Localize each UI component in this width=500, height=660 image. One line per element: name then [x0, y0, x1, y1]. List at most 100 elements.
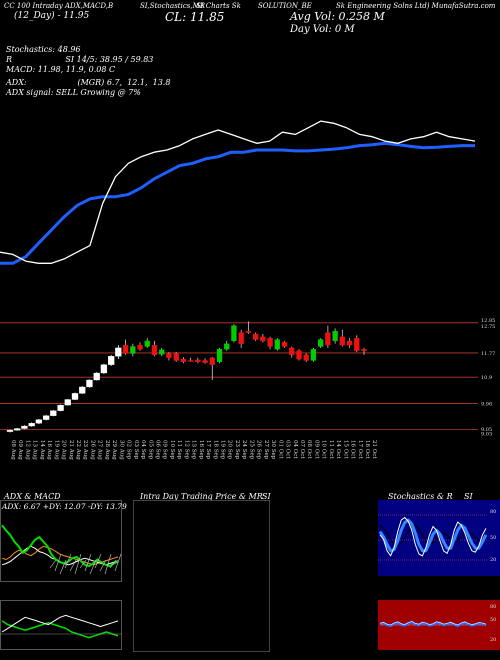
candle-body	[21, 425, 28, 429]
adx-noise-line	[49, 559, 57, 569]
rsi-level-50: 50	[490, 617, 497, 623]
candle-body	[130, 346, 136, 354]
candle-body	[267, 337, 273, 347]
adx-noise-line	[69, 559, 77, 572]
stoch-level-50: 50	[490, 535, 497, 541]
x-tick-label: 26 Sep	[256, 440, 262, 460]
candle-body	[173, 353, 179, 361]
x-tick-label: 02 Sep	[126, 440, 132, 460]
candle-body	[361, 349, 367, 351]
adx-signal: ADX signal: SELL Growing @ 7%	[6, 88, 141, 97]
x-tick-label: 01 Oct	[277, 440, 283, 459]
x-tick-label: 13 Aug	[32, 440, 38, 460]
x-tick-label: 09 Aug	[17, 440, 23, 460]
candle-body	[187, 360, 194, 362]
x-tick-label: 27 Aug	[97, 440, 103, 460]
close-label: CL: 11.85	[165, 10, 225, 24]
x-tick-label: 23 Aug	[82, 440, 88, 460]
y-tick-label: 12.75	[481, 324, 495, 330]
adx-noise-line	[89, 559, 97, 575]
macd-panel	[0, 600, 122, 650]
adx-noise-line	[79, 559, 87, 569]
macd-signal-line	[1, 614, 119, 633]
y-tick-label: 10.9	[481, 375, 492, 381]
x-tick-label: 30 Sep	[270, 440, 276, 460]
candle-body	[318, 339, 324, 347]
candle-body	[57, 404, 64, 411]
x-tick-label: 11 Sep	[176, 440, 182, 460]
candle-body	[86, 379, 93, 388]
x-tick-label: 09 Oct	[313, 440, 319, 459]
stochastics-value: Stochastics: 48.96	[6, 45, 81, 54]
x-tick-label: 29 Aug	[111, 440, 117, 460]
x-tick-label: 21 Oct	[371, 440, 377, 459]
candle-body	[289, 347, 295, 356]
x-tick-label: 13 Sep	[191, 440, 197, 460]
x-tick-label: 22 Aug	[75, 440, 81, 460]
macd-value: MACD: 11.98, 11.9, 0.08 C	[6, 65, 116, 74]
candle-body	[71, 393, 79, 400]
x-tick-label: 30 Aug	[118, 440, 124, 460]
candle-body	[325, 332, 331, 346]
x-tick-label: 04 Sep	[140, 440, 146, 460]
stoch-raw-line	[379, 517, 487, 557]
adx-value: ADX: (MGR) 6.7, 12.1, 13.8	[6, 78, 171, 87]
candle-body	[122, 344, 129, 354]
rsi-level-80: 80	[490, 604, 497, 610]
candle-body	[260, 336, 266, 342]
candle-body	[93, 372, 100, 381]
x-tick-label: 10 Sep	[169, 440, 175, 460]
candle-body	[224, 343, 230, 350]
x-tick-label: 08 Oct	[306, 440, 312, 459]
candle-body	[245, 331, 252, 333]
rsi-line	[379, 620, 487, 628]
y-tick-label: 11.77	[481, 351, 495, 357]
stoch-title: Stochastics & R	[388, 492, 453, 501]
stoch-d-line	[379, 524, 487, 547]
header-symbol: SOLUTION_BE	[258, 2, 312, 10]
x-tick-label: 15 Oct	[342, 440, 348, 459]
candle-body	[346, 340, 353, 346]
x-tick-label: 24 Sep	[241, 440, 247, 460]
x-tick-label: 27 Sep	[263, 440, 269, 460]
candle-body	[238, 332, 244, 344]
candle-body	[144, 340, 150, 347]
header-title-mid: SI,Stochastics,MR	[140, 2, 206, 10]
y-tick-label: 12.85	[481, 318, 495, 324]
adx-noise-line	[64, 553, 72, 569]
stoch-level-20: 20	[490, 557, 497, 563]
candle-body	[115, 347, 122, 357]
candle-body	[14, 428, 21, 431]
candle-body	[50, 410, 57, 416]
candle-body	[100, 364, 108, 374]
x-tick-label: 07 Oct	[299, 440, 305, 459]
rsi-level-20: 20	[490, 637, 497, 643]
stoch-k-line	[378, 518, 488, 553]
adx-noise-line	[59, 559, 67, 575]
x-tick-label: 28 Aug	[104, 440, 110, 460]
x-tick-label: 17 Oct	[357, 440, 363, 459]
mrsi-line	[379, 621, 487, 626]
header-title-left: CC 100 Intraday ADX,MACD,B	[4, 2, 114, 10]
adx-noise-line	[104, 553, 112, 575]
x-tick-label: 06 Sep	[154, 440, 160, 460]
candle-body	[339, 336, 345, 346]
adx-values: ADX: 6.67 +DY: 12.07 -DY: 13.79	[2, 502, 127, 511]
rsi-value: R SI 14/5: 38.95 / 59.83	[6, 55, 154, 64]
adx-noise-line	[114, 553, 122, 572]
candle-body	[296, 350, 302, 360]
price-line	[0, 120, 476, 264]
y-tick-label: 9.03	[481, 431, 492, 437]
x-tick-label: 16 Sep	[198, 440, 204, 460]
candle-body	[252, 333, 259, 340]
x-tick-label: 18 Oct	[364, 440, 370, 459]
intraday-title-si: SI	[262, 492, 271, 501]
x-tick-label: 16 Aug	[46, 440, 52, 460]
x-tick-label: 16 Oct	[350, 440, 356, 459]
candle-body	[281, 342, 288, 347]
candle-body	[332, 331, 338, 342]
sma-line	[0, 141, 475, 265]
candle-body	[231, 325, 237, 342]
x-tick-label: 17 Sep	[205, 440, 211, 460]
x-tick-label: 14 Oct	[335, 440, 341, 459]
